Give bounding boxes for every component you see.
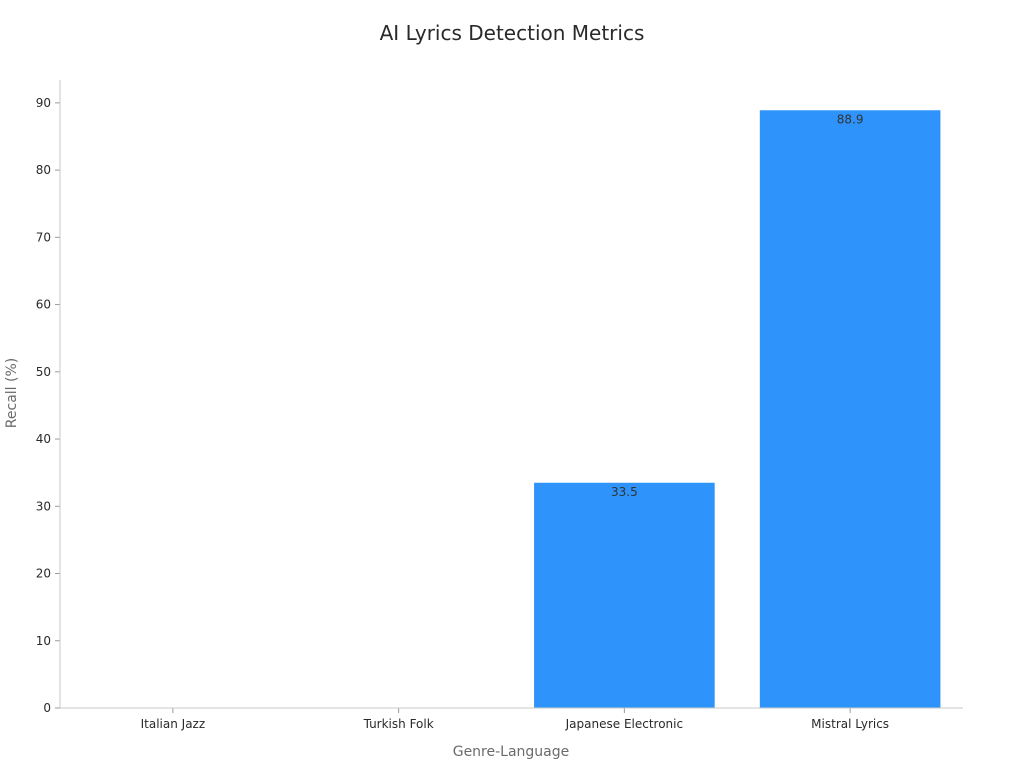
x-tick-label: Turkish Folk [363,717,434,731]
y-tick-label: 20 [36,567,51,581]
x-tick-label: Mistral Lyrics [811,717,889,731]
y-tick-label: 70 [36,230,51,244]
y-tick-label: 0 [43,701,51,715]
y-tick-label: 40 [36,432,51,446]
y-tick-label: 90 [36,96,51,110]
chart-title: AI Lyrics Detection Metrics [380,21,645,45]
x-tick-label: Japanese Electronic [565,717,683,731]
bar-value-label: 33.5 [611,485,638,499]
y-tick-label: 80 [36,163,51,177]
y-tick-label: 10 [36,634,51,648]
bar [759,110,941,708]
bar-value-label: 88.9 [837,112,864,126]
y-tick-label: 60 [36,298,51,312]
bar [534,482,715,708]
y-axis-label: Recall (%) [4,358,20,428]
plot-area: 0 10 20 30 40 50 60 70 80 90 Italian Jazz Turkish F… [36,80,963,731]
y-tick-label: 30 [36,499,51,513]
y-tick-label: 50 [36,365,51,379]
x-tick-label: Italian Jazz [141,717,206,731]
x-axis-label: Genre-Language [453,744,570,760]
